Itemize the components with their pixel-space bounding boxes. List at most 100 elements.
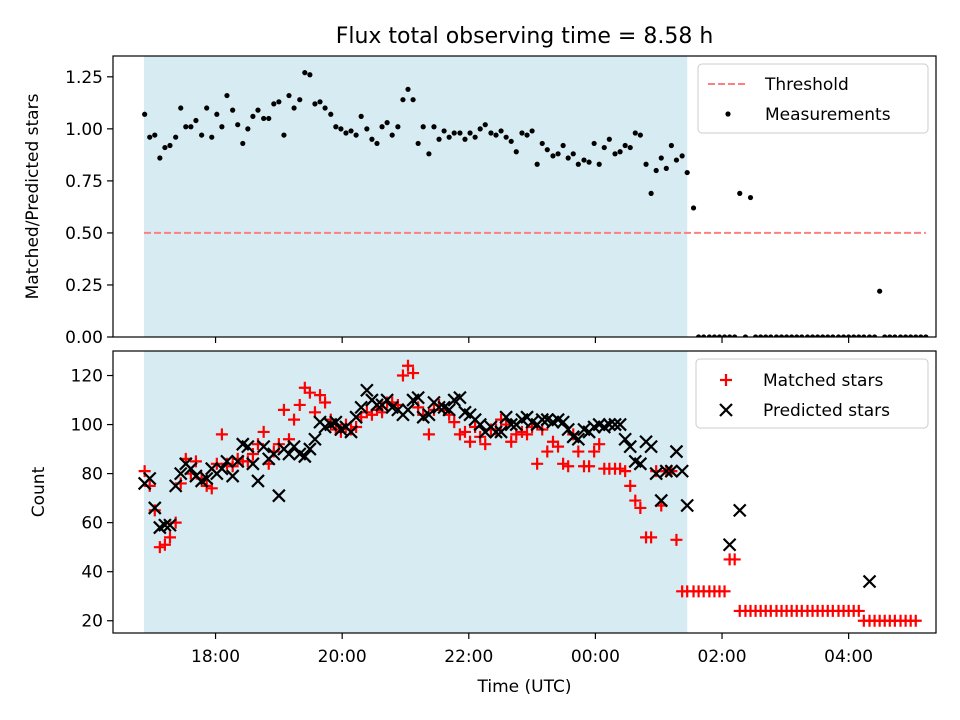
matched-star-point <box>407 367 420 380</box>
measurement-point <box>684 169 690 176</box>
predicted-star-point <box>613 417 627 432</box>
threshold-legend-label: Threshold <box>764 75 849 95</box>
chart-title: Flux total observing time = 8.58 h <box>336 24 714 49</box>
top-axes-frame <box>112 55 937 338</box>
predicted-star-point <box>618 432 632 447</box>
y-tick-label: 60 <box>81 514 103 534</box>
measurement-point <box>711 334 718 337</box>
bottom-y-axis-label: Count <box>29 466 49 517</box>
matched-star-point <box>718 585 731 598</box>
measurement-point <box>622 142 628 149</box>
measurement-point <box>333 124 339 130</box>
y-tick-label: 1.25 <box>65 68 103 88</box>
matched-star-point <box>277 403 290 416</box>
predicted-star-point <box>225 469 240 483</box>
measurement-point <box>570 151 576 157</box>
measurement-point <box>783 334 790 337</box>
matched-star-point <box>541 445 554 458</box>
measurement-point <box>369 136 375 142</box>
predicted-star-point <box>199 471 214 486</box>
matched-star-point <box>158 538 171 551</box>
matched-star-point <box>531 457 544 470</box>
measurement-point <box>307 72 313 78</box>
measurement-point <box>513 149 519 155</box>
measurement-point <box>519 130 525 136</box>
matched-star-point <box>593 438 606 451</box>
measurement-point <box>178 105 184 111</box>
predicted-star-point <box>489 425 503 439</box>
x-tick-label: 00:00 <box>571 647 620 667</box>
top-shaded-span <box>144 56 688 337</box>
matched-star-point <box>293 398 306 411</box>
predicted-star-point <box>623 439 638 454</box>
predicted-star-point <box>241 439 255 454</box>
predicted-star-point <box>494 425 508 439</box>
bottom-axes-frame <box>112 350 937 634</box>
measurement-point <box>493 132 499 138</box>
predicted-star-point <box>633 457 648 471</box>
top-panel: 0.00 0.25 0.50 0.75 1.00 1.25 Matched/Predict… <box>23 55 937 348</box>
predicted-star-point <box>168 479 183 493</box>
measurement-point <box>271 101 277 107</box>
measurement-point <box>498 128 504 134</box>
x-axis-label: Time (UTC) <box>477 677 572 697</box>
predicted-star-point <box>272 488 286 503</box>
measurement-point <box>825 334 831 337</box>
measurement-point <box>612 151 618 157</box>
measurement-point <box>799 334 805 337</box>
x-tick-label: 18:00 <box>191 647 240 667</box>
predicted-star-point <box>432 400 446 415</box>
top-legend: Threshold Measurements <box>697 63 929 134</box>
measurement-point <box>923 334 929 337</box>
matched-star-point <box>629 494 642 507</box>
measurement-point <box>851 334 857 337</box>
measurement-point <box>312 101 318 107</box>
predicted-star-point <box>354 400 368 415</box>
measurement-point <box>261 115 267 122</box>
matched-star-point <box>552 440 565 453</box>
matched-star-point <box>479 438 492 451</box>
measurement-point <box>457 130 463 136</box>
matched-star-point <box>562 460 575 473</box>
bottom-panel: 20 40 60 80 100 120 18:00 20:00 22:00 00:00 02:00… <box>29 350 937 697</box>
predicted-star-point <box>422 407 436 422</box>
matched-star-point <box>288 413 301 426</box>
measurement-point <box>758 334 764 337</box>
predicted-star-point <box>442 403 456 417</box>
matched-star-point <box>319 396 332 409</box>
measurement-point <box>716 334 723 337</box>
measurement-point <box>384 120 390 126</box>
predicted-star-point <box>282 447 296 461</box>
measurement-point <box>539 140 545 147</box>
measurement-point <box>204 105 210 111</box>
predicted-star-point <box>499 410 513 424</box>
measurement-point <box>737 190 743 196</box>
y-tick-label: 0.25 <box>65 276 103 296</box>
x-tick-label: 20:00 <box>318 647 367 667</box>
measurement-point <box>405 86 411 92</box>
measurement-point <box>343 130 349 136</box>
measurement-point <box>379 124 385 130</box>
measurement-point <box>706 334 712 337</box>
measurement-point <box>534 161 540 167</box>
measurement-point <box>918 334 924 337</box>
measurement-point <box>462 136 468 142</box>
predicted-star-point <box>602 417 617 432</box>
predicted-star-point <box>303 442 317 456</box>
matched-star-point <box>422 428 435 441</box>
measurement-point <box>193 117 199 124</box>
measurements-legend-swatch <box>725 111 731 117</box>
measurement-point <box>420 124 426 130</box>
predicted-star-point <box>862 574 877 589</box>
measurement-point <box>856 334 862 337</box>
measurement-point <box>281 132 287 138</box>
predicted-star-point <box>158 518 172 532</box>
measurement-point <box>632 130 638 136</box>
measurement-point <box>679 153 685 159</box>
predicted-star-point <box>380 393 394 407</box>
measurement-point <box>167 142 173 149</box>
predicted-star-point <box>654 493 669 508</box>
measurement-point <box>732 334 738 337</box>
predicted-star-point <box>370 398 384 412</box>
measurement-point <box>866 334 873 337</box>
